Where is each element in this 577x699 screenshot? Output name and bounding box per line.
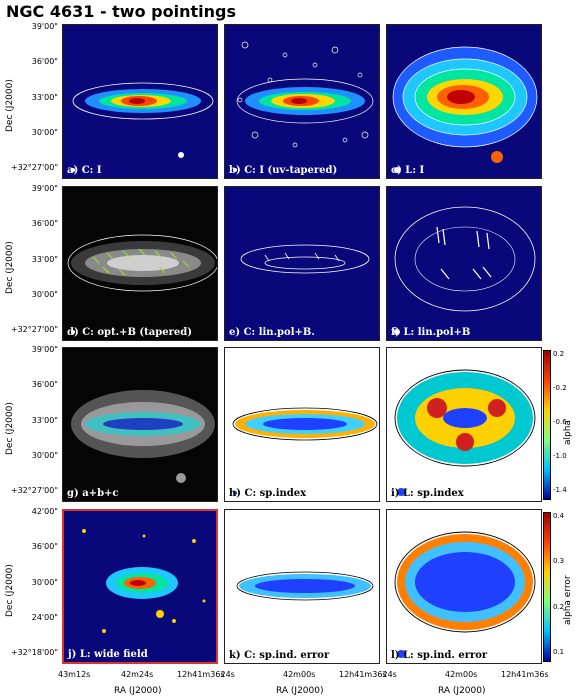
panel-b: b) C: I (uv-tapered) [224, 24, 380, 179]
colorbar-tick-label: 0.3 [553, 557, 565, 566]
colorbar-alpha-label: alpha [563, 420, 573, 445]
panel-h: h) C: sp.index [224, 347, 380, 502]
y-axis-label-row3: Dec (J2000) [5, 402, 15, 455]
ra-tick-label: 42m24s [121, 670, 154, 679]
ra-tick-label: 43m12s [58, 670, 91, 679]
panel-g-label: g) a+b+c [67, 488, 119, 499]
dec-tick-label: 39'00" [31, 22, 58, 31]
panel-c-label: c) L: I [391, 165, 425, 176]
colorbar-tick-label: 0.2 [553, 602, 565, 611]
panel-j: j) L: wide field [62, 509, 218, 664]
dec-tick-label: 30'00" [31, 577, 58, 587]
ra-tick-label: 24s [382, 670, 397, 679]
ra-tick-label: 12h41m36s [501, 670, 549, 679]
dec-tick-label: +32°18'00" [10, 648, 58, 657]
x-axis-label-left: RA (J2000) [114, 686, 162, 696]
colorbar-alpha-error-label: alpha error [563, 575, 573, 625]
ra-tick-label: 12h41m36s [177, 670, 225, 679]
panel-l-label: l) L: sp.ind. error [391, 650, 488, 661]
dec-tick-label: +32°27'00" [10, 325, 58, 334]
panel-k-label: k) C: sp.ind. error [229, 650, 330, 661]
x-axis-label-mid: RA (J2000) [276, 686, 324, 696]
ra-tick-label: 42m00s [445, 670, 478, 679]
dec-tick-label: 30'00" [31, 450, 58, 460]
ra-tick-label: 24s [220, 670, 235, 679]
dec-tick-label: 24'00" [31, 612, 58, 622]
panel-k: k) C: sp.ind. error [224, 509, 380, 664]
colorbar-tick-label: 0.2 [553, 350, 565, 358]
panel-f-label: f) L: lin.pol+B [391, 327, 471, 338]
dec-tick-label: 39'00" [31, 345, 58, 354]
figure-title: NGC 4631 - two pointings [6, 2, 236, 21]
dec-tick-label: 36'00" [31, 542, 58, 552]
ra-tick-label: 42m00s [283, 670, 316, 679]
dec-tick-label: 30'00" [31, 289, 58, 299]
colorbar-tick-label: -0.6 [553, 418, 567, 426]
colorbar-tick-label: 0.4 [553, 512, 565, 520]
panel-l: l) L: sp.ind. error [386, 509, 542, 664]
panel-i-label: i) L: sp.index [391, 488, 464, 499]
ra-tick-label: 12h41m36s [339, 670, 387, 679]
panel-i: i) L: sp.index [386, 347, 542, 502]
dec-tick-label: 36'00" [31, 380, 58, 390]
panel-d-label: d) C: opt.+B (tapered) [67, 327, 192, 338]
panel-f: f) L: lin.pol+B [386, 186, 542, 341]
panel-a: a) C: I [62, 24, 218, 179]
dec-tick-label: 36'00" [31, 57, 58, 67]
panel-d: d) C: opt.+B (tapered) [62, 186, 218, 341]
dec-tick-label: +32°27'00" [10, 486, 58, 495]
colorbar-tick-label: -0.2 [553, 384, 567, 392]
dec-tick-label: 36'00" [31, 219, 58, 229]
dec-tick-label: 33'00" [31, 254, 58, 264]
colorbar-tick-label: -1.0 [553, 452, 567, 460]
panel-g: g) a+b+c [62, 347, 218, 502]
colorbar-alpha [543, 350, 551, 500]
panel-h-label: h) C: sp.index [229, 488, 307, 499]
panel-a-label: a) C: I [67, 165, 102, 176]
y-axis-label-row4: Dec (J2000) [5, 564, 15, 617]
dec-tick-label: 42'00" [31, 507, 58, 516]
panel-c: c) L: I [386, 24, 542, 179]
dec-tick-label: 30'00" [31, 127, 58, 137]
panel-j-label: j) L: wide field [68, 649, 148, 660]
colorbar-tick-label: -1.4 [553, 486, 567, 494]
dec-tick-label: +32°27'00" [10, 163, 58, 172]
panel-e: e) C: lin.pol+B. [224, 186, 380, 341]
colorbar-tick-label: 0.1 [553, 648, 565, 656]
y-axis-label-row2: Dec (J2000) [5, 241, 15, 294]
dec-tick-label: 39'00" [31, 184, 58, 193]
panel-e-label: e) C: lin.pol+B. [229, 327, 315, 338]
dec-tick-label: 33'00" [31, 415, 58, 425]
panel-b-label: b) C: I (uv-tapered) [229, 165, 338, 176]
x-axis-label-right: RA (J2000) [438, 686, 486, 696]
dec-tick-label: 33'00" [31, 92, 58, 102]
colorbar-alpha-error [543, 512, 551, 662]
y-axis-label-row1: Dec (J2000) [5, 79, 15, 132]
